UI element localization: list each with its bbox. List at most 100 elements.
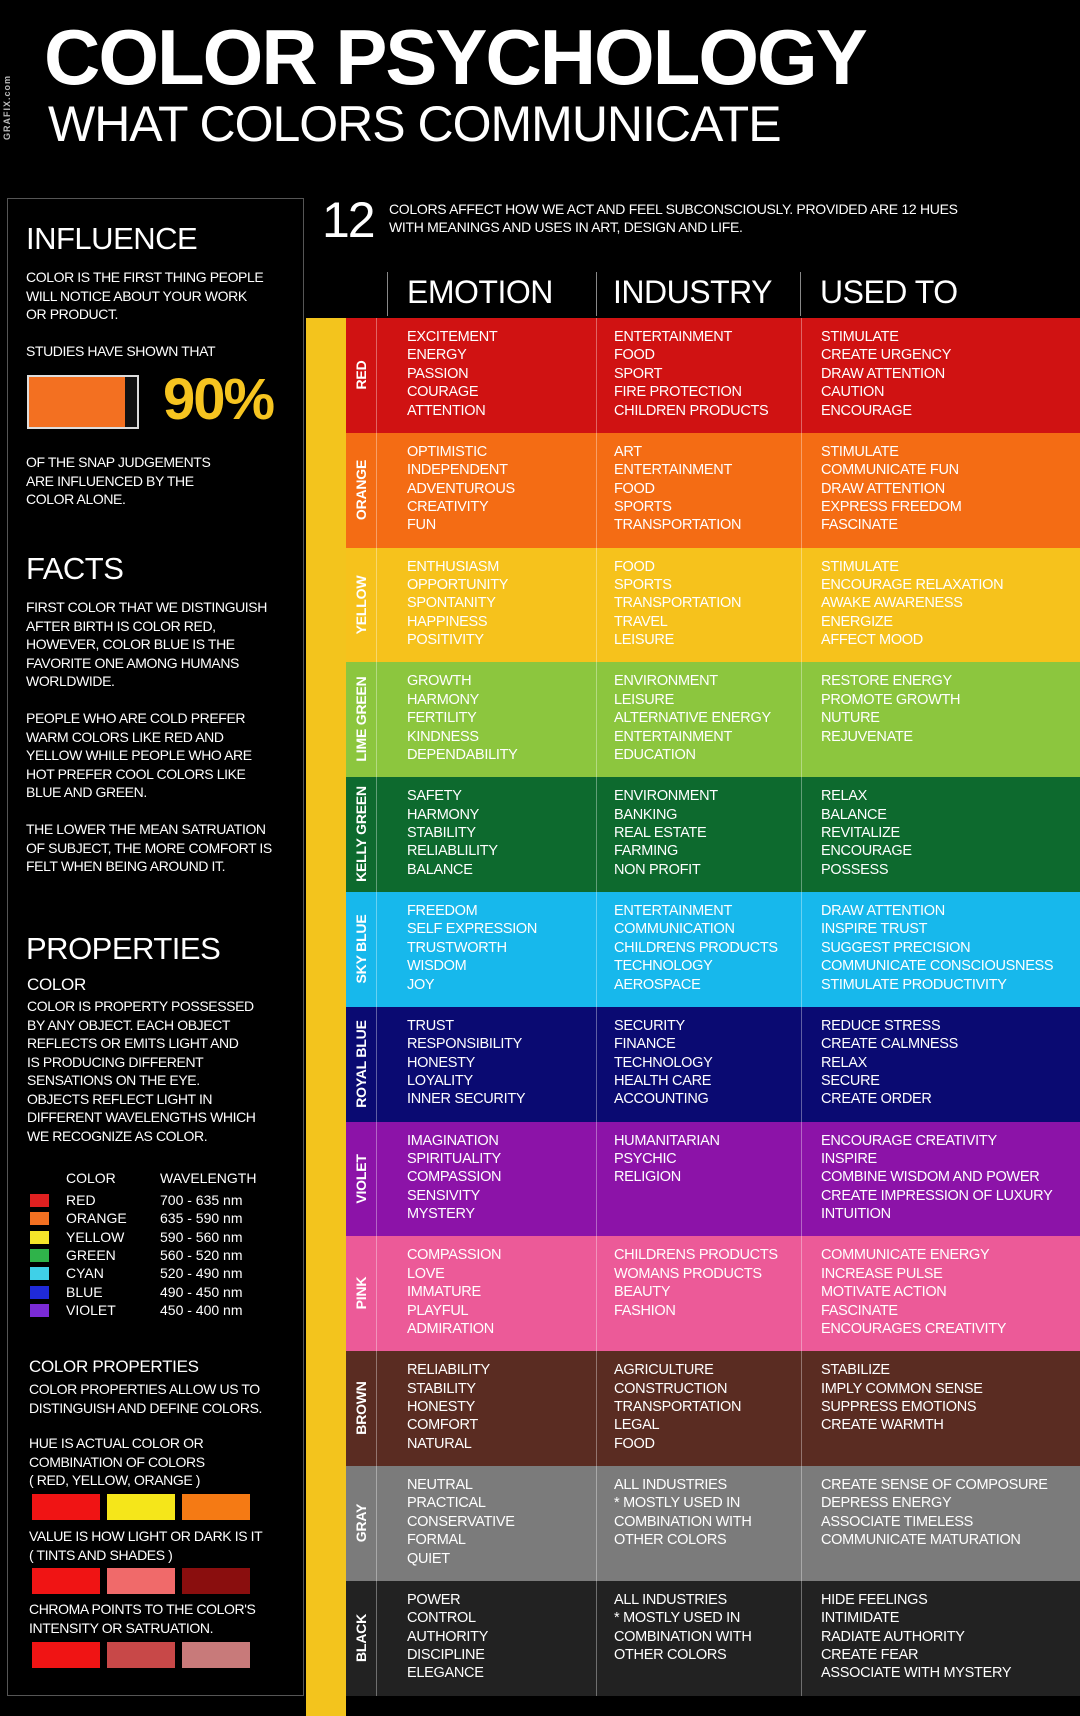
wavelength-range: 520 - 490 nm xyxy=(160,1265,243,1282)
value-text: VALUE IS HOW LIGHT OR DARK IS IT ( TINTS … xyxy=(29,1527,263,1564)
list-item: LEGAL xyxy=(614,1417,660,1434)
color-band-orange: ORANGE OPTIMISTIC INDEPENDENT ADVENTUROUS CR… xyxy=(346,432,1080,548)
list-item: POSSESS xyxy=(821,861,889,878)
wavelength-color-name: RED xyxy=(66,1192,96,1208)
influence-text-1: COLOR IS THE FIRST THING PEOPLE WILL NOTI… xyxy=(26,268,264,324)
emotion-list: SAFETY HARMONY STABILITY RELIABLILITY BALANC… xyxy=(407,787,498,879)
accent-strip xyxy=(306,318,346,1716)
label-divider xyxy=(376,662,377,778)
list-item: MYSTERY xyxy=(407,1206,475,1223)
list-item: ENCOURAGES CREATIVITY xyxy=(821,1320,1007,1337)
list-item: EDUCATION xyxy=(614,746,696,763)
list-item: SECURE xyxy=(821,1072,880,1089)
column-divider xyxy=(596,662,597,778)
list-item: ELEGANCE xyxy=(407,1665,484,1682)
list-item: ENVIRONMENT xyxy=(614,673,718,690)
color-band-yellow: YELLOW ENTHUSIASM OPPORTUNITY SPONTANITY HAP… xyxy=(346,547,1080,663)
color-properties-text: COLOR PROPERTIES ALLOW US TO DISTINGUISH … xyxy=(29,1380,262,1417)
text-line: IS PRODUCING DIFFERENT xyxy=(27,1053,204,1070)
list-item: OTHER COLORS xyxy=(614,1532,727,1549)
list-item: ENTERTAINMENT xyxy=(614,728,733,745)
list-item: LEISURE xyxy=(614,632,674,649)
list-item: SELF EXPRESSION xyxy=(407,921,538,938)
list-item: TECHNOLOGY xyxy=(614,958,713,975)
text-line: THE LOWER THE MEAN SATRUATION xyxy=(26,821,266,837)
list-item: DRAW ATTENTION xyxy=(821,365,945,382)
color-label: BROWN xyxy=(353,1381,369,1435)
text-line: PEOPLE WHO ARE COLD PREFER xyxy=(26,710,246,726)
wl-header-color: COLOR xyxy=(66,1170,116,1186)
color-label: LIME GREEN xyxy=(353,676,369,762)
color-label: ORANGE xyxy=(353,459,369,520)
color-text: COLOR IS PROPERTY POSSESSED BY ANY OBJECT… xyxy=(27,997,256,1145)
list-item: SENSIVITY xyxy=(407,1187,481,1204)
wavelength-row: YELLOW 590 - 560 nm xyxy=(30,1229,290,1247)
column-divider xyxy=(596,777,597,893)
emotion-list: FREEDOM SELF EXPRESSION TRUSTWORTH WISDOM JO… xyxy=(407,902,537,994)
wavelength-swatch xyxy=(30,1285,49,1299)
label-divider xyxy=(376,1121,377,1237)
list-item: COMMUNICATE ENERGY xyxy=(821,1247,990,1264)
column-divider xyxy=(596,432,597,548)
text-line: ( RED, YELLOW, ORANGE ) xyxy=(29,1472,201,1488)
industry-list: ALL INDUSTRIES * MOSTLY USED IN COMBINATIO… xyxy=(614,1591,752,1665)
list-item: FORMAL xyxy=(407,1532,466,1549)
list-item: RESTORE ENERGY xyxy=(821,673,952,690)
list-item: AEROSPACE xyxy=(614,976,701,993)
text-line: COLOR IS PROPERTY POSSESSED xyxy=(27,998,254,1014)
used-to-list: STIMULATE CREATE URGENCY DRAW ATTENTION CAU… xyxy=(821,328,951,420)
color-swatch xyxy=(107,1642,175,1668)
list-item: REJUVENATE xyxy=(821,728,913,745)
color-label-wrap: GRAY xyxy=(346,1466,376,1581)
list-item: ENVIRONMENT xyxy=(614,788,718,805)
column-divider xyxy=(801,318,802,433)
list-item: STABILITY xyxy=(407,1380,476,1397)
text-line: COMBINATION OF COLORS xyxy=(29,1453,205,1470)
wavelength-swatch xyxy=(30,1248,49,1262)
color-label: RED xyxy=(353,360,369,390)
list-item: REVITALIZE xyxy=(821,824,900,841)
list-item: RELIABLILITY xyxy=(407,843,498,860)
list-item: CHILDRENS PRODUCTS xyxy=(614,939,778,956)
list-item: WOMANS PRODUCTS xyxy=(614,1265,762,1282)
text-line: WILL NOTICE ABOUT YOUR WORK xyxy=(26,287,247,304)
list-item: FERTILITY xyxy=(407,710,477,727)
list-item: INSPIRE xyxy=(821,1150,877,1167)
list-item: ENCOURAGE xyxy=(821,843,912,860)
list-item: ENTERTAINMENT xyxy=(614,462,733,479)
color-band-black: BLACK POWER CONTROL AUTHORITY DISCIPLINE ELEG… xyxy=(346,1580,1080,1696)
list-item: REDUCE STRESS xyxy=(821,1017,941,1034)
wavelength-row: RED 700 - 635 nm xyxy=(30,1192,290,1210)
list-item: ADVENTUROUS xyxy=(407,480,515,497)
list-item: DISCIPLINE xyxy=(407,1646,485,1663)
list-item: NUTURE xyxy=(821,710,880,727)
text-line: DISTINGUISH AND DEFINE COLORS. xyxy=(29,1399,263,1416)
intro-text: COLORS AFFECT HOW WE ACT AND FEEL SUBCON… xyxy=(389,200,989,236)
percent-value: 90% xyxy=(163,367,275,432)
text-line: CHROMA POINTS TO THE COLOR'S xyxy=(29,1601,256,1617)
color-label-wrap: SKY BLUE xyxy=(346,892,376,1007)
used-to-list: STIMULATE COMMUNICATE FUN DRAW ATTENTION EX… xyxy=(821,443,962,535)
color-band-red: RED EXCITEMENT ENERGY PASSION COURAGE ATTENTI… xyxy=(346,318,1080,433)
label-divider xyxy=(376,777,377,893)
list-item: KINDNESS xyxy=(407,728,479,745)
wavelength-color-name: YELLOW xyxy=(66,1228,125,1245)
list-item: COMMUNICATION xyxy=(614,921,735,938)
list-item: REAL ESTATE xyxy=(614,824,707,841)
list-item: POWER xyxy=(407,1591,461,1608)
text-line: WE RECOGNIZE AS COLOR. xyxy=(27,1127,208,1144)
list-item: FUN xyxy=(407,517,436,534)
wavelength-color-name: CYAN xyxy=(66,1265,104,1282)
list-item: COMMUNICATE CONSCIOUSNESS xyxy=(821,958,1054,975)
list-item: ENCOURAGE CREATIVITY xyxy=(821,1132,997,1149)
list-item: CREATE SENSE OF COMPOSURE xyxy=(821,1477,1048,1493)
color-band-pink: PINK COMPASSION LOVE IMMATURE PLAYFUL ADMIRAT… xyxy=(346,1236,1080,1352)
list-item: CREATIVITY xyxy=(407,498,489,515)
list-item: ALL INDUSTRIES xyxy=(614,1477,727,1493)
label-divider xyxy=(376,1236,377,1352)
page-subtitle: WHAT COLORS COMMUNICATE xyxy=(48,96,782,152)
list-item: CAUTION xyxy=(821,384,885,401)
color-swatch xyxy=(182,1642,250,1668)
list-item: BEAUTY xyxy=(614,1284,671,1301)
text-line: YELLOW WHILE PEOPLE WHO ARE xyxy=(26,747,252,763)
